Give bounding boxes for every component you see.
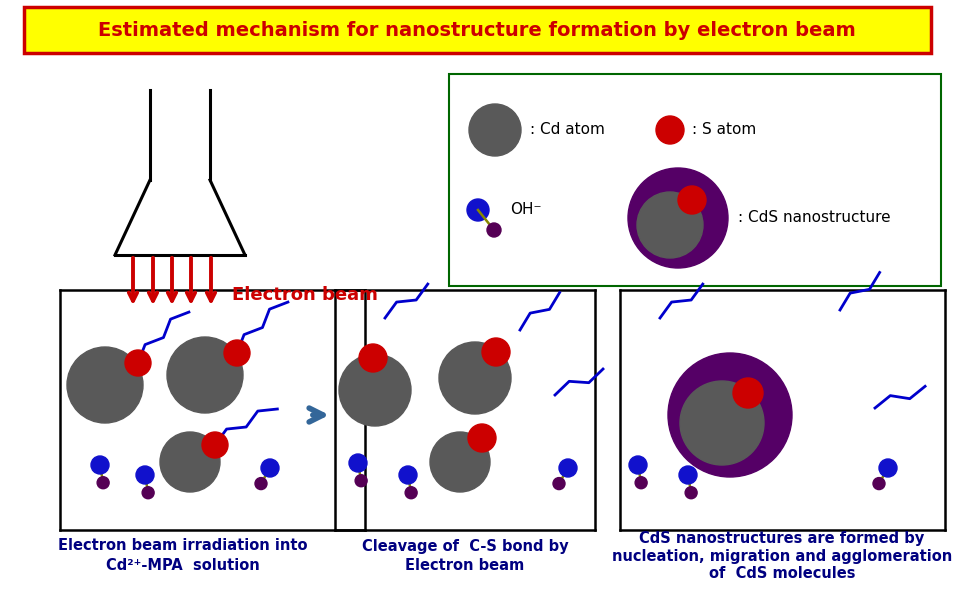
Circle shape [202, 432, 228, 458]
Circle shape [160, 432, 220, 492]
Text: Electron beam: Electron beam [232, 286, 378, 304]
Text: Electron beam: Electron beam [405, 558, 524, 573]
Circle shape [339, 354, 411, 426]
Circle shape [629, 456, 647, 474]
Circle shape [97, 477, 109, 489]
Circle shape [635, 477, 647, 489]
Text: : CdS nanostructure: : CdS nanostructure [738, 210, 891, 226]
Text: OH⁻: OH⁻ [510, 203, 541, 217]
Circle shape [679, 466, 697, 484]
Circle shape [125, 350, 151, 376]
Text: Electron beam irradiation into: Electron beam irradiation into [58, 538, 308, 554]
Text: Cd²⁺-MPA  solution: Cd²⁺-MPA solution [106, 558, 260, 573]
Circle shape [873, 478, 885, 489]
Circle shape [359, 344, 387, 372]
Circle shape [67, 347, 143, 423]
Circle shape [261, 459, 279, 477]
Circle shape [349, 454, 367, 472]
Circle shape [430, 432, 490, 492]
Circle shape [656, 116, 684, 144]
Circle shape [469, 104, 521, 156]
Circle shape [142, 487, 154, 499]
Circle shape [553, 478, 565, 489]
Circle shape [482, 338, 510, 366]
Text: nucleation, migration and agglomeration: nucleation, migration and agglomeration [612, 548, 952, 564]
Circle shape [559, 459, 577, 477]
Text: of  CdS molecules: of CdS molecules [709, 567, 856, 581]
Circle shape [678, 186, 706, 214]
Circle shape [399, 466, 417, 484]
Circle shape [637, 192, 703, 258]
Circle shape [224, 340, 250, 366]
Text: : Cd atom: : Cd atom [530, 123, 605, 137]
Circle shape [439, 342, 511, 414]
Circle shape [487, 223, 501, 237]
Circle shape [879, 459, 897, 477]
Circle shape [167, 337, 243, 413]
Circle shape [255, 478, 267, 489]
FancyBboxPatch shape [449, 74, 941, 286]
Circle shape [467, 199, 489, 221]
Circle shape [628, 168, 728, 268]
Text: Cleavage of  C-S bond by: Cleavage of C-S bond by [362, 538, 568, 554]
Circle shape [468, 424, 496, 452]
Circle shape [668, 353, 792, 477]
FancyBboxPatch shape [24, 7, 931, 53]
Circle shape [355, 475, 367, 487]
Circle shape [680, 381, 764, 465]
Circle shape [405, 487, 417, 499]
Text: : S atom: : S atom [692, 123, 756, 137]
Text: Estimated mechanism for nanostructure formation by electron beam: Estimated mechanism for nanostructure fo… [98, 22, 856, 41]
Circle shape [91, 456, 109, 474]
Circle shape [733, 378, 763, 408]
Text: CdS nanostructures are formed by: CdS nanostructures are formed by [640, 531, 924, 545]
Circle shape [136, 466, 154, 484]
Circle shape [685, 487, 697, 499]
